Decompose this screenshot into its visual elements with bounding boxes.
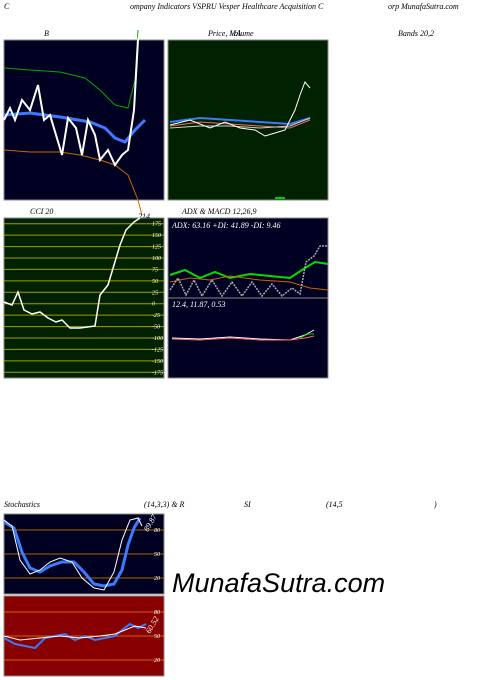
price-line: [3, 29, 142, 167]
adx-readout: ADX: 63.16 +DI: 41.89 -DI: 9.46: [171, 221, 281, 230]
tick-label: 0: [152, 302, 155, 308]
stoch-k: [3, 517, 143, 591]
tick-label: 80: [154, 610, 160, 616]
cci-panel: [3, 217, 165, 379]
tick-label: 150: [152, 233, 161, 239]
panel-title: Price, MA: [207, 29, 241, 38]
tick-label: -125: [152, 347, 163, 353]
macd-readout: 12.4, 11.87, 0.53: [172, 300, 225, 309]
minus-di: [169, 275, 329, 291]
ma-line: [169, 117, 311, 129]
stoch-d: [3, 517, 142, 588]
panel-title: Stochastics: [4, 500, 40, 509]
upper-band: [3, 29, 139, 109]
panel-title: (14,5: [326, 500, 343, 509]
tick-label: 75: [152, 267, 158, 273]
signal-line: [171, 335, 315, 341]
histogram: [299, 333, 314, 339]
tick-label: -25: [152, 313, 160, 319]
header-right: orp MunafaSutra.com: [388, 2, 459, 11]
tick-label: 20: [154, 658, 160, 664]
panel-title: ): [433, 500, 437, 509]
tick-label: -50: [152, 325, 160, 331]
watermark: MunafaSutra.com: [172, 568, 385, 598]
panel-title: ADX & MACD 12,26,9: [181, 207, 256, 216]
panel-title: (14,3,3) & R: [144, 500, 185, 509]
tick-label: -175: [152, 370, 163, 376]
panel-title: SI: [244, 500, 251, 509]
tick-label: 100: [152, 256, 161, 262]
header-middle: ompany Indicators VSPRU Vesper Healthcar…: [130, 2, 324, 11]
ma-line: [169, 116, 311, 126]
cci-last: 214: [138, 212, 150, 221]
tick-label: 80: [154, 528, 160, 534]
panel-title: B: [44, 29, 49, 38]
panel-title-overlay: Volume: [230, 29, 254, 38]
tick-label: 50: [152, 279, 158, 285]
ma-line: [169, 119, 311, 129]
middle-band: [3, 111, 147, 144]
tick-label: -150: [152, 359, 163, 365]
adx-line: [169, 245, 328, 298]
tick-label: 125: [152, 245, 161, 251]
tick-label: 25: [152, 290, 158, 296]
tick-label: 50: [154, 552, 160, 558]
cci-line: [3, 217, 141, 329]
tick-label: 50: [154, 634, 160, 640]
plus-di: [169, 260, 329, 280]
header-left: C: [4, 2, 10, 11]
tick-label: -100: [152, 336, 163, 342]
tick-label: 20: [154, 576, 160, 582]
panel-title: CCI 20: [30, 207, 53, 216]
price-line: [169, 81, 311, 137]
tick-label: 175: [152, 222, 161, 228]
rsi-line: [3, 625, 147, 641]
panel-title: Bands 20,2: [398, 29, 434, 38]
